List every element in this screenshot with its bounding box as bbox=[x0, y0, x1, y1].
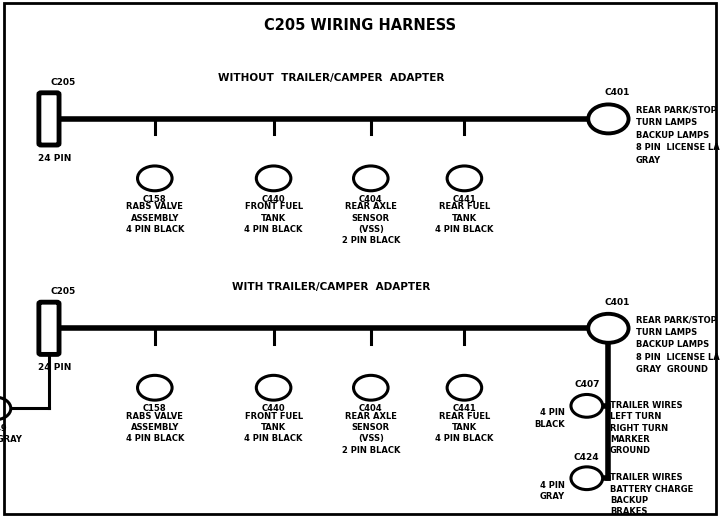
Text: C407: C407 bbox=[574, 381, 600, 389]
Text: WITHOUT  TRAILER/CAMPER  ADAPTER: WITHOUT TRAILER/CAMPER ADAPTER bbox=[218, 73, 444, 83]
Text: C149
4 PIN GRAY: C149 4 PIN GRAY bbox=[0, 424, 22, 444]
Text: C158: C158 bbox=[143, 404, 166, 413]
Text: C158: C158 bbox=[143, 195, 166, 204]
Text: C205: C205 bbox=[50, 78, 76, 87]
Text: REAR FUEL
TANK
4 PIN BLACK: REAR FUEL TANK 4 PIN BLACK bbox=[435, 412, 494, 444]
Text: WITH TRAILER/CAMPER  ADAPTER: WITH TRAILER/CAMPER ADAPTER bbox=[232, 282, 431, 292]
Circle shape bbox=[256, 375, 291, 400]
FancyBboxPatch shape bbox=[39, 302, 59, 355]
Text: REAR AXLE
SENSOR
(VSS)
2 PIN BLACK: REAR AXLE SENSOR (VSS) 2 PIN BLACK bbox=[341, 412, 400, 455]
Text: C441: C441 bbox=[453, 195, 476, 204]
Circle shape bbox=[138, 166, 172, 191]
Text: REAR AXLE
SENSOR
(VSS)
2 PIN BLACK: REAR AXLE SENSOR (VSS) 2 PIN BLACK bbox=[341, 202, 400, 246]
Text: RABS VALVE
ASSEMBLY
4 PIN BLACK: RABS VALVE ASSEMBLY 4 PIN BLACK bbox=[125, 412, 184, 444]
Text: 4 PIN
GRAY: 4 PIN GRAY bbox=[540, 481, 565, 501]
Circle shape bbox=[447, 375, 482, 400]
Text: C401: C401 bbox=[605, 88, 630, 97]
Circle shape bbox=[588, 314, 629, 343]
Circle shape bbox=[588, 104, 629, 133]
Circle shape bbox=[354, 166, 388, 191]
Text: C205 WIRING HARNESS: C205 WIRING HARNESS bbox=[264, 18, 456, 33]
Text: C424: C424 bbox=[574, 453, 600, 462]
Circle shape bbox=[256, 166, 291, 191]
Text: 24 PIN: 24 PIN bbox=[38, 154, 71, 163]
Text: REAR PARK/STOP
TURN LAMPS
BACKUP LAMPS
8 PIN  LICENSE LAMPS
GRAY  GROUND: REAR PARK/STOP TURN LAMPS BACKUP LAMPS 8… bbox=[636, 315, 720, 374]
Text: FRONT FUEL
TANK
4 PIN BLACK: FRONT FUEL TANK 4 PIN BLACK bbox=[244, 412, 303, 444]
Text: RABS VALVE
ASSEMBLY
4 PIN BLACK: RABS VALVE ASSEMBLY 4 PIN BLACK bbox=[125, 202, 184, 234]
Text: REAR PARK/STOP
TURN LAMPS
BACKUP LAMPS
8 PIN  LICENSE LAMPS
GRAY: REAR PARK/STOP TURN LAMPS BACKUP LAMPS 8… bbox=[636, 106, 720, 165]
Circle shape bbox=[571, 467, 603, 490]
Text: REAR FUEL
TANK
4 PIN BLACK: REAR FUEL TANK 4 PIN BLACK bbox=[435, 202, 494, 234]
Circle shape bbox=[447, 166, 482, 191]
FancyBboxPatch shape bbox=[39, 93, 59, 145]
Text: TRAILER WIRES
LEFT TURN
RIGHT TURN
MARKER
GROUND: TRAILER WIRES LEFT TURN RIGHT TURN MARKE… bbox=[610, 401, 683, 455]
Circle shape bbox=[0, 397, 11, 420]
Text: FRONT FUEL
TANK
4 PIN BLACK: FRONT FUEL TANK 4 PIN BLACK bbox=[244, 202, 303, 234]
Text: C205: C205 bbox=[50, 287, 76, 296]
Circle shape bbox=[138, 375, 172, 400]
Text: C440: C440 bbox=[262, 404, 285, 413]
Circle shape bbox=[354, 375, 388, 400]
Text: C441: C441 bbox=[453, 404, 476, 413]
Text: C404: C404 bbox=[359, 195, 382, 204]
Text: C440: C440 bbox=[262, 195, 285, 204]
Text: C404: C404 bbox=[359, 404, 382, 413]
Text: 24 PIN: 24 PIN bbox=[38, 363, 71, 372]
Circle shape bbox=[571, 394, 603, 417]
Text: C401: C401 bbox=[605, 298, 630, 307]
Text: TRAILER WIRES
BATTERY CHARGE
BACKUP
BRAKES: TRAILER WIRES BATTERY CHARGE BACKUP BRAK… bbox=[610, 473, 693, 516]
Text: 4 PIN
BLACK: 4 PIN BLACK bbox=[534, 408, 565, 429]
